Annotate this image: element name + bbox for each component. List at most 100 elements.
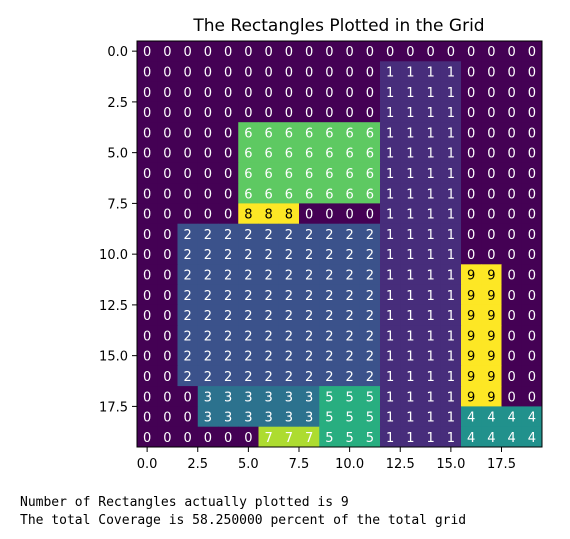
heatmap-cell	[481, 426, 502, 448]
heatmap-cell	[238, 41, 259, 62]
heatmap-cell	[137, 426, 158, 448]
heatmap-cell	[400, 223, 421, 245]
heatmap-cell	[461, 81, 482, 103]
heatmap-cell-value: 0	[143, 208, 151, 223]
heatmap-cell-value: 0	[528, 147, 536, 162]
heatmap-cell-value: 0	[264, 106, 272, 121]
heatmap-cell	[380, 284, 401, 306]
heatmap-cell-value: 2	[345, 289, 353, 304]
heatmap-cell-value: 1	[386, 431, 394, 446]
heatmap-cell-value: 1	[406, 106, 414, 121]
heatmap-cell	[481, 183, 502, 204]
heatmap-cell-value: 0	[224, 431, 232, 446]
heatmap-cell-value: 0	[487, 86, 495, 101]
heatmap-cell	[299, 264, 320, 285]
heatmap-cell	[197, 81, 219, 103]
heatmap-cell-value: 0	[507, 370, 515, 385]
heatmap-cell	[420, 365, 442, 387]
heatmap-cell	[339, 386, 361, 407]
heatmap-cell-value: 0	[528, 248, 536, 263]
heatmap-cell-value: 1	[447, 187, 455, 202]
heatmap-cell-value: 2	[224, 370, 232, 385]
heatmap-cell-value: 0	[143, 228, 151, 243]
heatmap-cell	[481, 264, 502, 285]
heatmap-cell	[461, 142, 482, 164]
heatmap-cell	[177, 406, 199, 428]
heatmap-cell	[157, 406, 178, 428]
heatmap-cell-value: 1	[406, 329, 414, 344]
heatmap-cell	[299, 223, 320, 245]
heatmap-cell	[380, 142, 401, 164]
heatmap-cell	[481, 203, 502, 225]
x-tick-label: 5.0	[238, 457, 259, 472]
heatmap-cell-value: 6	[264, 126, 272, 141]
heatmap-cell	[238, 101, 259, 123]
heatmap-cell-value: 1	[447, 370, 455, 385]
heatmap-cell	[501, 426, 523, 448]
heatmap-cell	[238, 345, 259, 367]
heatmap-cell	[521, 142, 543, 164]
heatmap-cell	[400, 61, 421, 82]
heatmap-cell	[197, 41, 219, 62]
heatmap-cell	[339, 284, 361, 306]
heatmap-cell	[339, 122, 361, 143]
heatmap-cell	[319, 122, 340, 143]
heatmap-cell-value: 2	[366, 228, 374, 243]
heatmap-cell-value: 1	[426, 431, 434, 446]
heatmap-cell-value: 0	[143, 431, 151, 446]
heatmap-cell-value: 2	[325, 268, 333, 283]
heatmap-cell-value: 4	[467, 431, 475, 446]
heatmap-cell	[258, 142, 280, 164]
heatmap-cell	[501, 304, 523, 326]
heatmap-cell	[359, 345, 381, 367]
heatmap-cell-value: 5	[345, 390, 353, 405]
heatmap-cell-value: 0	[487, 248, 495, 263]
heatmap-cell	[359, 101, 381, 123]
heatmap-cell-value: 4	[487, 411, 495, 426]
heatmap-cell	[238, 81, 259, 103]
heatmap-cell-value: 0	[204, 45, 212, 60]
heatmap-cell-value: 0	[426, 45, 434, 60]
heatmap-cell-value: 0	[143, 289, 151, 304]
heatmap-cell-value: 0	[467, 147, 475, 162]
heatmap-cell	[299, 284, 320, 306]
heatmap-cell-value: 0	[204, 86, 212, 101]
heatmap-cell	[157, 183, 178, 204]
heatmap-cell	[218, 304, 239, 326]
heatmap-cell	[521, 223, 543, 245]
heatmap-cell-value: 2	[183, 268, 191, 283]
heatmap-cell	[440, 122, 462, 143]
heatmap-cell-value: 9	[487, 370, 495, 385]
heatmap-cell-value: 1	[426, 167, 434, 182]
heatmap-cell	[319, 284, 340, 306]
heatmap-cell-value: 6	[305, 167, 313, 182]
heatmap-cell	[420, 183, 442, 204]
heatmap-cell-value: 1	[386, 309, 394, 324]
x-axis: 0.0 2.5 5.0 7.5 10.0 12.5 15.0 17.5	[137, 447, 516, 472]
heatmap-cell-value: 2	[325, 329, 333, 344]
heatmap-cell-value: 9	[467, 289, 475, 304]
heatmap-cell-value: 4	[528, 411, 536, 426]
heatmap-cell-value: 0	[487, 45, 495, 60]
heatmap-cell-value: 0	[183, 86, 191, 101]
heatmap-cell	[197, 365, 219, 387]
heatmap-cell	[218, 325, 239, 346]
heatmap-cell	[299, 345, 320, 367]
heatmap-cell-value: 9	[487, 329, 495, 344]
heatmap-cells	[137, 41, 543, 448]
heatmap-cell-value: 0	[143, 411, 151, 426]
heatmap-cell-value: 2	[264, 228, 272, 243]
heatmap-cell	[218, 101, 239, 123]
heatmap-cell	[319, 386, 340, 407]
heatmap-cell-value: 0	[528, 65, 536, 80]
heatmap-cell	[177, 345, 199, 367]
heatmap-cell-value: 6	[345, 187, 353, 202]
heatmap-cell-value: 0	[224, 187, 232, 202]
heatmap-cell	[501, 183, 523, 204]
heatmap-cell-value: 0	[224, 147, 232, 162]
heatmap-cell-value: 0	[163, 309, 171, 324]
heatmap-cell	[278, 406, 300, 428]
x-tick-label: 2.5	[187, 457, 208, 472]
heatmap-cell-value: 1	[386, 86, 394, 101]
heatmap-cell-value: 0	[143, 45, 151, 60]
